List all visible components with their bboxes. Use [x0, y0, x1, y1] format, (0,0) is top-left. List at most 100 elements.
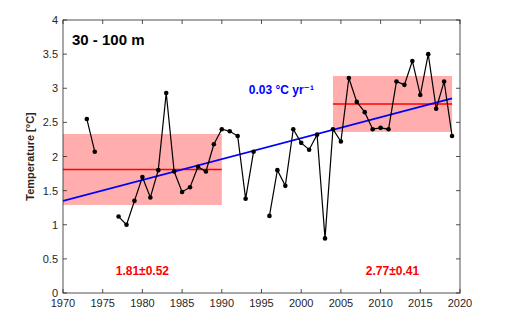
frame [63, 20, 460, 293]
point [204, 169, 209, 174]
point [394, 79, 399, 84]
point [418, 93, 423, 98]
point [378, 126, 383, 131]
point [243, 197, 248, 202]
x-tick [102, 289, 103, 293]
point [132, 199, 137, 204]
period-label: 1.81±0.52 [116, 264, 170, 278]
point [347, 76, 352, 81]
x-tick [420, 289, 421, 293]
point [267, 214, 272, 219]
trend-label: 0.03 °C yr⁻¹ [249, 83, 314, 97]
point [362, 110, 367, 115]
x-tick-label: 2020 [448, 297, 472, 309]
point [426, 52, 431, 57]
x-tick-top [340, 20, 341, 24]
x-tick [221, 289, 222, 293]
x-tick [301, 289, 302, 293]
x-tick-top [380, 20, 381, 24]
point [307, 147, 312, 152]
point [410, 59, 415, 64]
plot-area [63, 52, 454, 241]
x-tick-top [221, 20, 222, 24]
point [156, 168, 161, 173]
point [116, 214, 121, 219]
title: 30 - 100 m [72, 31, 145, 48]
y-tick [63, 20, 67, 21]
x-tick [142, 289, 143, 293]
x-tick-label: 1975 [90, 297, 114, 309]
point [315, 132, 320, 137]
y-tick-label: 1.5 [43, 185, 58, 197]
point [354, 100, 359, 105]
point [235, 134, 240, 139]
x-tick-label: 1995 [249, 297, 273, 309]
x-tick-top [63, 20, 64, 24]
y-tick [63, 190, 67, 191]
point [172, 169, 177, 174]
x-tick-label: 2015 [408, 297, 432, 309]
point [434, 106, 439, 111]
chart: 1970197519801985199019952000200520102015… [0, 0, 514, 328]
y-tick-label: 2.5 [43, 116, 58, 128]
x-tick-top [102, 20, 103, 24]
point [196, 164, 201, 169]
y-tick-label: 0 [52, 287, 58, 299]
x-tick-top [460, 20, 461, 24]
point [370, 127, 375, 132]
x-tick [340, 289, 341, 293]
y-tick-right [456, 224, 460, 225]
point [140, 175, 145, 180]
point [92, 149, 97, 154]
point [291, 127, 296, 132]
x-tick-label: 1985 [170, 297, 194, 309]
y-tick-right [456, 190, 460, 191]
x-tick [460, 289, 461, 293]
point [275, 168, 280, 173]
y-tick [63, 54, 67, 55]
y-tick-right [456, 54, 460, 55]
period-label: 2.77±0.41 [366, 264, 420, 278]
y-tick-right [456, 20, 460, 21]
x-tick-top [142, 20, 143, 24]
y-tick-label: 3 [52, 82, 58, 94]
point [148, 195, 153, 200]
point [299, 141, 304, 146]
point [331, 127, 336, 132]
x-tick [63, 289, 64, 293]
y-tick [63, 88, 67, 89]
y-tick-label: 3.5 [43, 48, 58, 60]
x-tick-label: 2010 [368, 297, 392, 309]
x-tick [261, 289, 262, 293]
point [450, 134, 455, 139]
x-tick-top [420, 20, 421, 24]
y-tick-right [456, 293, 460, 294]
y-tick-right [456, 258, 460, 259]
y-tick [63, 156, 67, 157]
y-tick-right [456, 122, 460, 123]
point [220, 127, 225, 132]
y-tick-label: 2 [52, 151, 58, 163]
x-tick-label: 1990 [210, 297, 234, 309]
x-tick-label: 2005 [329, 297, 353, 309]
point [251, 149, 256, 154]
point [339, 139, 344, 144]
point [124, 222, 129, 227]
y-tick [63, 258, 67, 259]
trend-line [63, 98, 452, 200]
point [212, 142, 217, 147]
x-tick-top [182, 20, 183, 24]
point [386, 127, 391, 132]
y-tick [63, 293, 67, 294]
x-tick-top [261, 20, 262, 24]
point [164, 91, 169, 96]
point [180, 190, 185, 195]
y-tick-label: 1 [52, 219, 58, 231]
y-tick [63, 122, 67, 123]
x-tick-top [301, 20, 302, 24]
point [402, 83, 407, 88]
x-tick-label: 1980 [130, 297, 154, 309]
plot-bg [63, 20, 460, 293]
y-tick [63, 224, 67, 225]
x-tick [182, 289, 183, 293]
